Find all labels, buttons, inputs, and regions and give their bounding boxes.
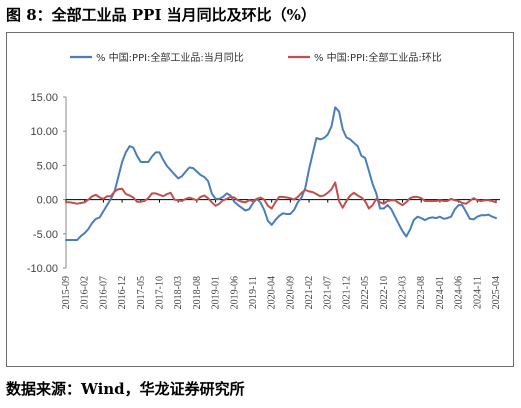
x-tick-label: 2019-06 xyxy=(229,276,240,309)
x-tick-label: 2020-09 xyxy=(285,276,296,309)
series-line-mom xyxy=(65,181,497,210)
chart-frame xyxy=(6,32,514,367)
x-tick-label: 2019-01 xyxy=(211,276,222,309)
y-tick-label: 0.00 xyxy=(37,195,58,207)
x-tick-label: 2017-05 xyxy=(136,276,147,309)
y-tick-label: 15.00 xyxy=(30,92,58,104)
x-tick-label: 2016-07 xyxy=(98,276,109,309)
x-tick-label: 2023-03 xyxy=(398,276,409,309)
y-tick-label: 10.00 xyxy=(30,126,58,138)
x-tick-label: 2024-11 xyxy=(472,276,483,309)
y-tick-label: 5.00 xyxy=(37,160,58,172)
x-tick-label: 2016-02 xyxy=(80,276,91,309)
x-tick-label: 2016-12 xyxy=(117,276,128,309)
x-tick-label: 2021-12 xyxy=(341,276,352,309)
x-tick-label: 2022-05 xyxy=(360,276,371,309)
x-tick-label: 2025-04 xyxy=(491,276,502,309)
y-tick-label: -5.00 xyxy=(33,229,58,241)
x-tick-label: 2018-03 xyxy=(173,276,184,309)
x-tick-label: 2024-06 xyxy=(454,276,465,309)
x-tick-label: 2019-11 xyxy=(248,276,259,309)
source-note: 数据来源：Wind，华龙证券研究所 xyxy=(6,380,245,398)
x-tick-label: 2017-10 xyxy=(154,276,165,309)
series-line-yoy xyxy=(65,106,497,241)
x-tick-label: 2015-09 xyxy=(61,276,72,309)
y-tick-label: -10.00 xyxy=(27,263,58,275)
page-title: 图 8：全部工业品 PPI 当月同比及环比（%） xyxy=(6,6,316,24)
legend: % 中国:PPI:全部工业品:当月同比 % 中国:PPI:全部工业品:环比 xyxy=(70,51,442,64)
x-tick-label: 2024-01 xyxy=(435,276,446,309)
x-tick-label: 2021-02 xyxy=(304,276,315,309)
x-tick-label: 2021-07 xyxy=(323,276,334,309)
x-tick-label: 2023-08 xyxy=(416,276,427,309)
x-tick-label: 2022-10 xyxy=(379,276,390,309)
x-tick-label: 2020-04 xyxy=(267,276,278,309)
x-tick-label: 2018-08 xyxy=(192,276,203,309)
legend-label-mom: % 中国:PPI:全部工业品:环比 xyxy=(314,51,442,64)
legend-label-yoy: % 中国:PPI:全部工业品:当月同比 xyxy=(96,51,244,64)
series-layer xyxy=(65,106,497,241)
